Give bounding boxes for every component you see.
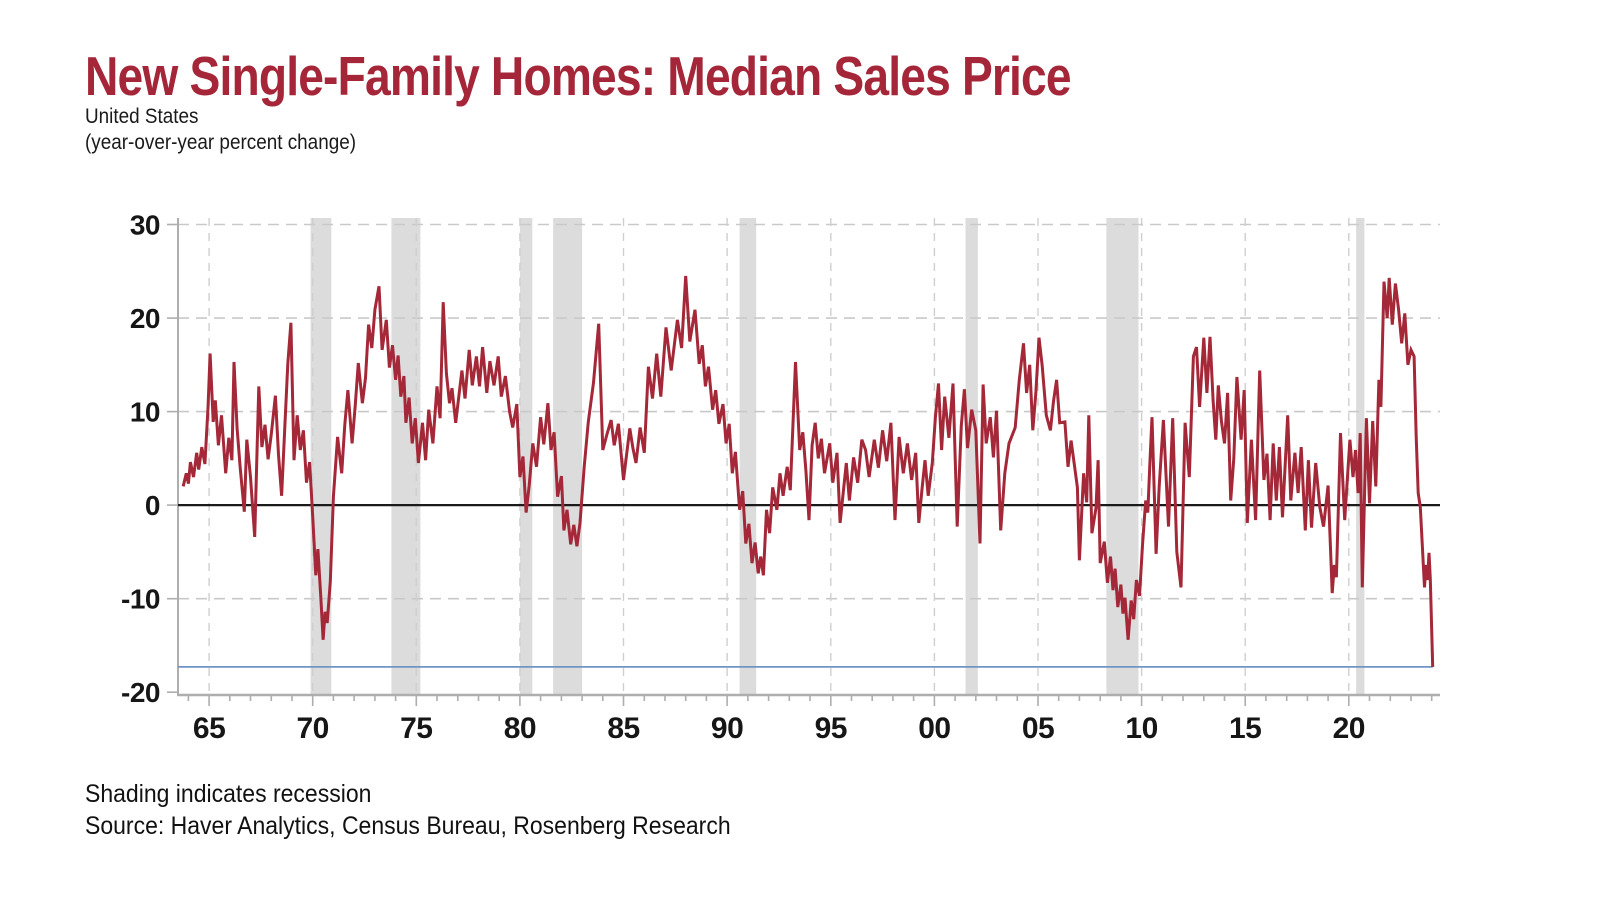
x-tick-label: 70 bbox=[297, 712, 329, 745]
x-tick-label: 15 bbox=[1229, 712, 1261, 745]
x-tick-label: 65 bbox=[193, 712, 225, 745]
recession-note: Shading indicates recession bbox=[85, 780, 372, 808]
y-tick-label: 0 bbox=[145, 490, 160, 521]
x-tick-label: 75 bbox=[400, 712, 432, 745]
recession-band bbox=[1106, 218, 1139, 695]
chart-subtitle-region: United States bbox=[85, 105, 199, 128]
x-tick-label: 00 bbox=[918, 712, 950, 745]
x-tick-label: 90 bbox=[711, 712, 743, 745]
chart-subtitle-units: (year-over-year percent change) bbox=[85, 131, 357, 154]
recession-band bbox=[310, 218, 332, 695]
x-tick-label: 80 bbox=[504, 712, 536, 745]
y-tick-label: 20 bbox=[130, 303, 160, 334]
y-tick-label: 10 bbox=[130, 397, 160, 428]
x-tick-label: 10 bbox=[1125, 712, 1157, 745]
source-note: Source: Haver Analytics, Census Bureau, … bbox=[85, 812, 731, 840]
x-tick-label: 05 bbox=[1022, 712, 1054, 745]
x-tick-label: 85 bbox=[607, 712, 639, 745]
y-tick-label: 30 bbox=[130, 210, 160, 241]
recession-band bbox=[965, 218, 978, 695]
median-sales-price-series bbox=[181, 275, 1435, 667]
x-tick-label: 95 bbox=[815, 712, 847, 745]
recession-band bbox=[553, 218, 583, 695]
recession-band bbox=[519, 218, 533, 695]
recession-band bbox=[391, 218, 421, 695]
y-tick-label: -10 bbox=[121, 584, 160, 615]
x-tick-label: 20 bbox=[1333, 712, 1365, 745]
page-title: New Single-Family Homes: Median Sales Pr… bbox=[85, 45, 1072, 107]
recession-band bbox=[739, 218, 757, 695]
y-tick-label: -20 bbox=[121, 677, 160, 708]
